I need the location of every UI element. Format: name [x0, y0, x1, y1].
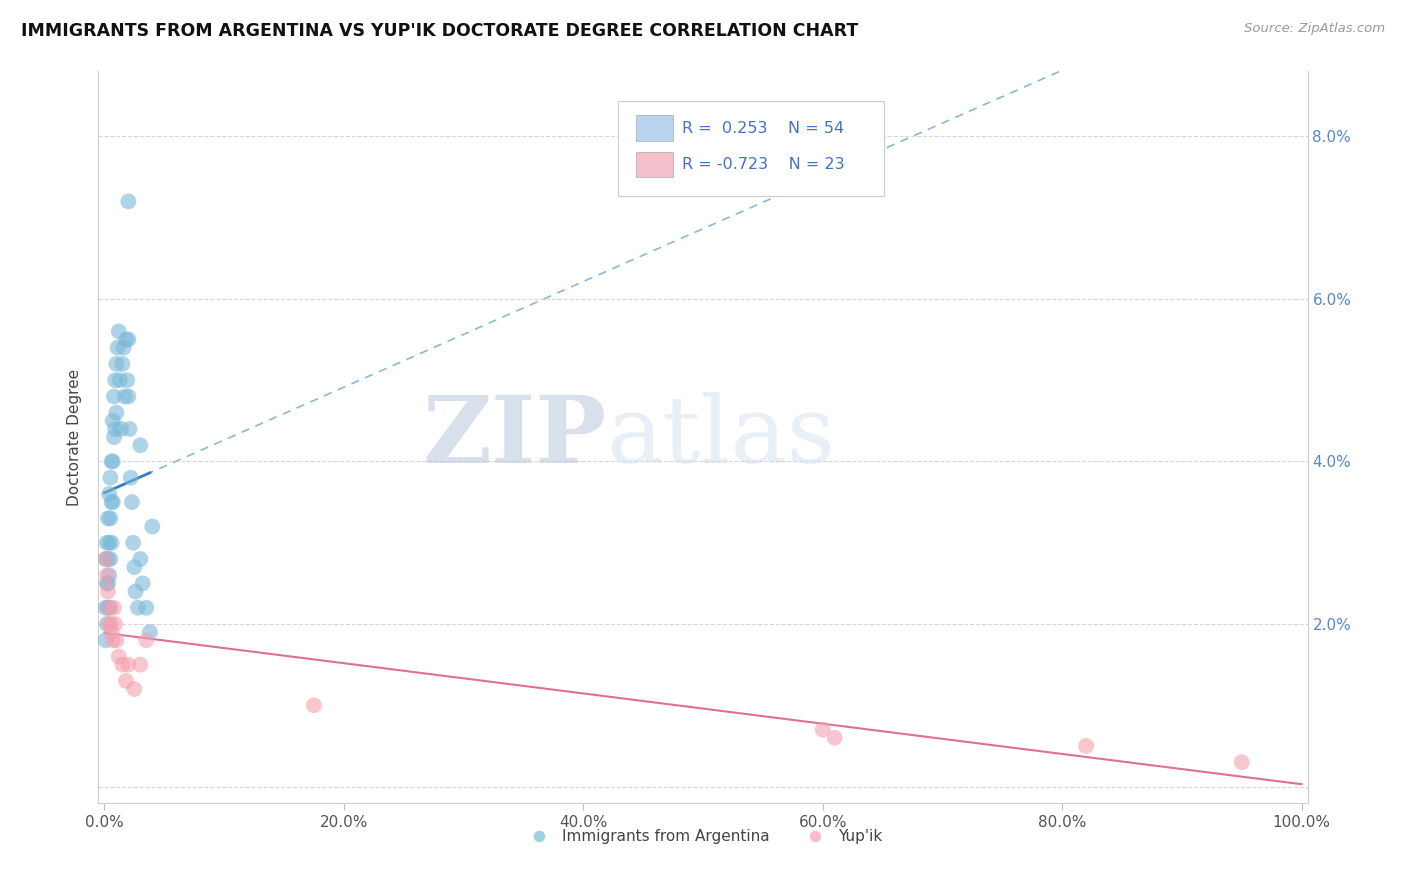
- Point: [100, 552, 122, 566]
- Point: [98, 568, 121, 582]
- Point: [129, 438, 152, 452]
- Point: [100, 535, 122, 549]
- Text: atlas: atlas: [606, 392, 835, 482]
- Point: [104, 422, 127, 436]
- Point: [111, 657, 134, 672]
- Point: [98, 487, 121, 501]
- Point: [117, 194, 139, 209]
- Point: [115, 333, 138, 347]
- Point: [103, 600, 125, 615]
- Point: [101, 633, 124, 648]
- Point: [117, 389, 139, 403]
- Point: [96, 576, 118, 591]
- Point: [97, 552, 120, 566]
- Point: [114, 389, 136, 403]
- Point: [129, 552, 152, 566]
- Text: R =  0.253    N = 54: R = 0.253 N = 54: [682, 120, 845, 136]
- Point: [96, 617, 118, 632]
- Point: [94, 600, 117, 615]
- Point: [97, 584, 120, 599]
- Point: [1230, 755, 1253, 769]
- Text: R = -0.723    N = 23: R = -0.723 N = 23: [682, 157, 845, 172]
- Point: [104, 617, 127, 632]
- Point: [96, 568, 118, 582]
- Point: [97, 576, 120, 591]
- Point: [141, 519, 163, 533]
- Point: [101, 495, 124, 509]
- Point: [811, 723, 834, 737]
- Point: [108, 373, 131, 387]
- Point: [107, 325, 129, 339]
- FancyBboxPatch shape: [637, 115, 672, 141]
- Point: [135, 633, 157, 648]
- Point: [98, 617, 121, 632]
- Point: [101, 414, 124, 428]
- Point: [139, 625, 162, 640]
- Point: [100, 617, 122, 632]
- Point: [98, 535, 121, 549]
- Point: [105, 357, 128, 371]
- Point: [100, 471, 122, 485]
- Point: [103, 389, 125, 403]
- Point: [115, 373, 138, 387]
- Point: [120, 471, 142, 485]
- FancyBboxPatch shape: [619, 101, 884, 195]
- FancyBboxPatch shape: [637, 152, 672, 178]
- Point: [302, 698, 325, 713]
- Text: ZIP: ZIP: [422, 392, 606, 482]
- Point: [111, 357, 134, 371]
- Point: [124, 560, 146, 574]
- Point: [110, 422, 132, 436]
- Point: [132, 576, 155, 591]
- Point: [117, 333, 139, 347]
- Point: [100, 625, 122, 640]
- Point: [105, 633, 128, 648]
- Point: [129, 657, 152, 672]
- Point: [97, 511, 120, 525]
- Point: [100, 495, 122, 509]
- Point: [824, 731, 846, 745]
- Legend: Immigrants from Argentina, Yup'ik: Immigrants from Argentina, Yup'ik: [517, 822, 889, 850]
- Point: [101, 454, 124, 468]
- Point: [118, 422, 141, 436]
- Point: [112, 341, 135, 355]
- Point: [100, 511, 122, 525]
- Point: [124, 681, 146, 696]
- Point: [107, 341, 129, 355]
- Point: [1074, 739, 1097, 753]
- Point: [104, 373, 127, 387]
- Point: [117, 657, 139, 672]
- Text: Source: ZipAtlas.com: Source: ZipAtlas.com: [1244, 22, 1385, 36]
- Point: [121, 495, 143, 509]
- Point: [103, 430, 125, 444]
- Point: [124, 584, 146, 599]
- Point: [107, 649, 129, 664]
- Point: [98, 600, 121, 615]
- Y-axis label: Doctorate Degree: Doctorate Degree: [67, 368, 83, 506]
- Point: [94, 552, 117, 566]
- Point: [135, 600, 157, 615]
- Text: IMMIGRANTS FROM ARGENTINA VS YUP'IK DOCTORATE DEGREE CORRELATION CHART: IMMIGRANTS FROM ARGENTINA VS YUP'IK DOCT…: [21, 22, 858, 40]
- Point: [115, 673, 138, 688]
- Point: [100, 454, 122, 468]
- Point: [127, 600, 149, 615]
- Point: [94, 633, 117, 648]
- Point: [97, 600, 120, 615]
- Point: [96, 535, 118, 549]
- Point: [100, 600, 122, 615]
- Point: [94, 552, 117, 566]
- Point: [105, 406, 128, 420]
- Point: [122, 535, 145, 549]
